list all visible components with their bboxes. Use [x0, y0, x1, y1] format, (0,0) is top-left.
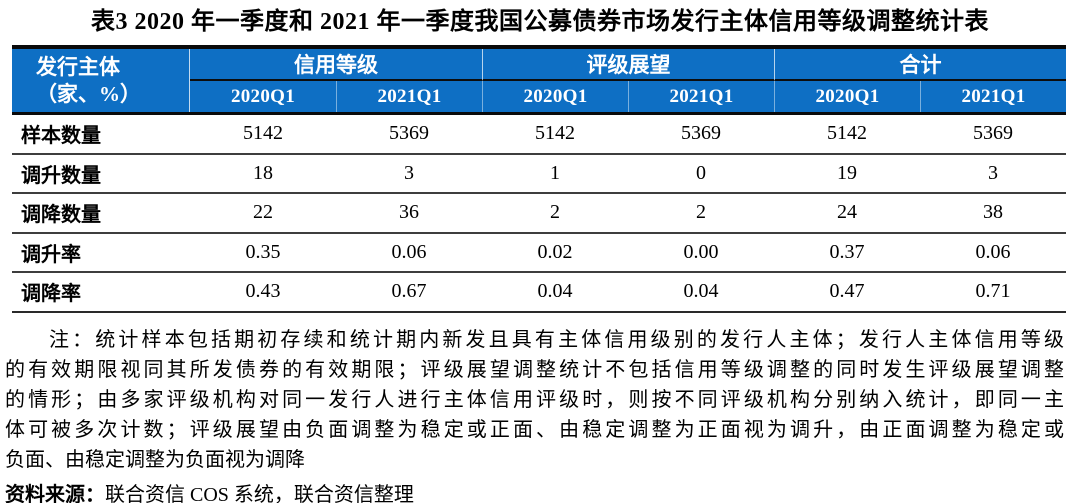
- table-header: 发行主体 （家、%） 信用等级 评级展望 合计 2020Q1 2021Q1 20…: [12, 45, 1066, 115]
- row-label: 样本数量: [21, 125, 101, 148]
- table-row-upgrade-count: 调升数量 18 3 1 0 19 3: [12, 155, 1066, 194]
- header-group-rating-outlook: 评级展望: [482, 49, 774, 81]
- row-label: 调升率: [21, 243, 81, 266]
- data-source-label: 资料来源：: [5, 483, 105, 503]
- note-line: 的情形；由多家评级机构对同一发行人进行主体信用评级时，则按不同评级机构分别纳入统…: [5, 388, 1064, 411]
- cell-value: 19: [837, 161, 857, 184]
- note-line: 的有效期限视同其所发债券的有效期限；评级展望调整统计不包括信用等级调整的同时发生…: [5, 358, 1064, 381]
- data-source: 资料来源：联合资信 COS 系统，联合资信整理: [5, 482, 1064, 503]
- table-title: 表3 2020 年一季度和 2021 年一季度我国公募债券市场发行主体信用等级调…: [91, 9, 989, 35]
- table-row-sample-count: 样本数量 5142 5369 5142 5369 5142 5369: [12, 115, 1066, 155]
- cell-value: 3: [404, 161, 414, 184]
- cell-value: 5369: [389, 122, 429, 145]
- cell-value: 5369: [973, 122, 1013, 145]
- cell-value: 0.06: [391, 240, 427, 263]
- header-outlook-2020q1: 2020Q1: [482, 81, 628, 112]
- cell-value: 0.71: [975, 280, 1011, 303]
- cell-value: 2: [696, 201, 706, 224]
- header-total-2021q1: 2021Q1: [920, 81, 1066, 112]
- table-row-downgrade-count: 调降数量 22 36 2 2 24 38: [12, 194, 1066, 234]
- header-total-2020q1: 2020Q1: [774, 81, 920, 112]
- note-line: 负面、由稳定调整为负面视为调降: [5, 448, 305, 471]
- cell-value: 5142: [535, 122, 575, 145]
- table-row-upgrade-rate: 调升率 0.35 0.06 0.02 0.00 0.37 0.06: [12, 234, 1066, 273]
- cell-value: 1: [550, 161, 560, 184]
- header-group-credit-rating: 信用等级: [190, 49, 482, 81]
- header-issuer-line2: （家、%）: [36, 81, 141, 106]
- cell-value: 0.37: [829, 240, 865, 263]
- cell-value: 0.04: [537, 280, 573, 303]
- header-issuer-unit: 发行主体 （家、%）: [12, 49, 190, 112]
- row-label: 调升数量: [21, 164, 101, 187]
- header-issuer-line1: 发行主体: [36, 54, 120, 79]
- cell-value: 0: [696, 161, 706, 184]
- cell-value: 0.35: [245, 240, 281, 263]
- cell-value: 36: [399, 201, 419, 224]
- cell-value: 0.02: [537, 240, 573, 263]
- cell-value: 5369: [681, 122, 721, 145]
- note-line: 体可被多次计数；评级展望由负面调整为稳定或正面、由稳定调整为正面视为调升，由正面…: [5, 418, 1064, 441]
- row-label: 调降数量: [21, 204, 101, 227]
- rating-adjustment-table: 发行主体 （家、%） 信用等级 评级展望 合计 2020Q1 2021Q1 20…: [12, 45, 1066, 313]
- cell-value: 0.06: [975, 240, 1011, 263]
- cell-value: 0.47: [829, 280, 865, 303]
- cell-value: 0.04: [683, 280, 719, 303]
- cell-value: 5142: [243, 122, 283, 145]
- cell-value: 5142: [827, 122, 867, 145]
- cell-value: 0.67: [391, 280, 427, 303]
- cell-value: 0.43: [245, 280, 281, 303]
- cell-value: 18: [253, 161, 273, 184]
- header-group-total: 合计: [774, 49, 1066, 81]
- row-label: 调降率: [21, 283, 81, 306]
- table-row-downgrade-rate: 调降率 0.43 0.67 0.04 0.04 0.47 0.71: [12, 273, 1066, 313]
- cell-value: 24: [837, 201, 857, 224]
- data-source-text: 联合资信 COS 系统，联合资信整理: [105, 483, 414, 503]
- cell-value: 0.00: [683, 240, 719, 263]
- table-note: 注：统计样本包括期初存续和统计期内新发且具有主体信用级别的发行人主体；发行人主体…: [5, 325, 1064, 475]
- note-line: 注：统计样本包括期初存续和统计期内新发且具有主体信用级别的发行人主体；发行人主体…: [49, 328, 1064, 351]
- cell-value: 38: [983, 201, 1003, 224]
- cell-value: 2: [550, 201, 560, 224]
- header-credit-2021q1: 2021Q1: [336, 81, 482, 112]
- header-outlook-2021q1: 2021Q1: [628, 81, 774, 112]
- cell-value: 3: [988, 161, 998, 184]
- cell-value: 22: [253, 201, 273, 224]
- header-credit-2020q1: 2020Q1: [230, 85, 296, 107]
